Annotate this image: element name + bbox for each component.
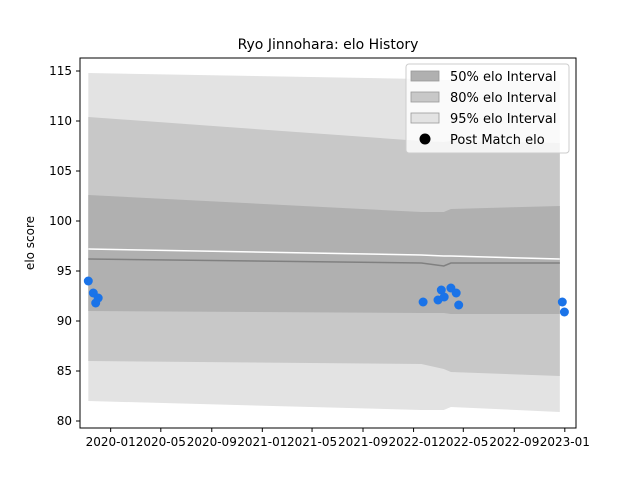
x-tick-label: 2022-01 <box>388 435 438 449</box>
band-50-interval <box>88 195 560 314</box>
chart-title: Ryo Jinnohara: elo History <box>238 37 419 53</box>
legend-band-swatch <box>410 70 440 82</box>
post-match-points <box>83 276 569 317</box>
x-tick-label: 2021-05 <box>287 435 337 449</box>
post-match-point <box>93 293 103 303</box>
post-match-point <box>559 307 569 317</box>
y-tick-label: 80 <box>57 414 72 428</box>
legend: 50% elo Interval 80% elo Interval 95% elo … <box>405 63 570 154</box>
x-tick-label: 2021-09 <box>338 435 388 449</box>
legend-frame <box>405 63 570 154</box>
legend-band-swatch <box>410 91 440 103</box>
legend-point-swatch <box>419 133 431 145</box>
y-tick-label: 100 <box>49 214 72 228</box>
y-axis: 80 85 90 95 100 105 110 115 <box>49 64 80 428</box>
axes-frame <box>79 57 577 429</box>
post-match-point <box>439 292 449 302</box>
post-match-point <box>557 297 567 307</box>
x-tick-label: 2023-01 <box>540 435 590 449</box>
mean-elo-line <box>88 258 560 267</box>
y-tick-label: 110 <box>49 114 72 128</box>
x-tick-label: 2022-05 <box>438 435 488 449</box>
x-tick-label: 2020-05 <box>136 435 186 449</box>
post-match-point <box>83 276 93 286</box>
y-tick-label: 95 <box>57 264 72 278</box>
y-tick-label: 90 <box>57 314 72 328</box>
legend-label: Post Match elo <box>450 133 545 148</box>
post-match-point <box>454 300 464 310</box>
post-match-point <box>451 288 461 298</box>
post-match-point <box>436 285 446 295</box>
legend-label: 80% elo Interval <box>450 91 557 106</box>
x-tick-label: 2020-09 <box>187 435 237 449</box>
legend-label: 95% elo Interval <box>450 112 557 127</box>
legend-label: 50% elo Interval <box>450 70 557 85</box>
plot-area <box>83 73 569 412</box>
y-tick-label: 115 <box>49 64 72 78</box>
post-match-point <box>418 297 428 307</box>
x-axis: 2020-01 2020-05 2020-09 2021-01 2021-05 2021-… <box>86 428 590 449</box>
upper-reference-line <box>88 248 560 260</box>
y-axis-label: elo score <box>23 216 37 270</box>
x-tick-label: 2022-09 <box>489 435 539 449</box>
y-tick-label: 85 <box>57 364 72 378</box>
x-tick-label: 2021-01 <box>237 435 287 449</box>
legend-band-swatch <box>410 112 440 124</box>
y-tick-label: 105 <box>49 164 72 178</box>
x-tick-label: 2020-01 <box>86 435 136 449</box>
